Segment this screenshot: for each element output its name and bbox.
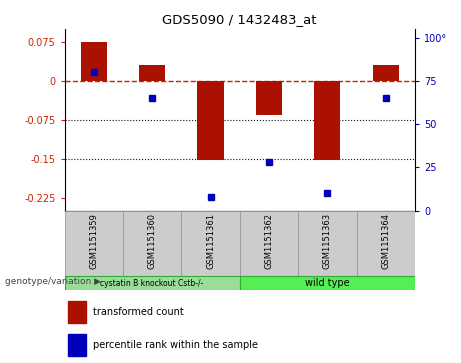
Text: GSM1151364: GSM1151364 — [381, 213, 390, 269]
Bar — [181, 211, 240, 278]
Text: GSM1151363: GSM1151363 — [323, 213, 332, 269]
Bar — [81, 42, 107, 81]
Text: wild type: wild type — [305, 278, 349, 288]
Bar — [65, 276, 240, 290]
Text: GSM1151359: GSM1151359 — [89, 213, 98, 269]
Bar — [68, 334, 86, 356]
Bar — [372, 65, 399, 81]
Bar — [298, 211, 356, 278]
Text: percentile rank within the sample: percentile rank within the sample — [93, 340, 258, 350]
Bar — [256, 81, 282, 115]
Text: transformed count: transformed count — [93, 307, 183, 317]
Text: GSM1151362: GSM1151362 — [265, 213, 273, 269]
Bar — [356, 211, 415, 278]
Text: GSM1151360: GSM1151360 — [148, 213, 157, 269]
Bar — [123, 211, 181, 278]
Title: GDS5090 / 1432483_at: GDS5090 / 1432483_at — [162, 13, 317, 26]
Text: GSM1151361: GSM1151361 — [206, 213, 215, 269]
Text: cystatin B knockout Cstb-/-: cystatin B knockout Cstb-/- — [100, 279, 204, 288]
Bar — [68, 301, 86, 323]
Bar — [240, 211, 298, 278]
Bar — [314, 81, 340, 160]
Bar — [240, 276, 415, 290]
Bar — [139, 65, 165, 81]
Bar — [65, 211, 123, 278]
Bar — [197, 81, 224, 160]
Text: genotype/variation ▶: genotype/variation ▶ — [5, 277, 100, 286]
